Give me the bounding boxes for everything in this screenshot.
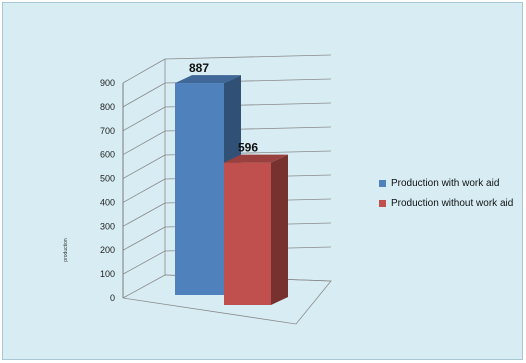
legend-label-without-work-aid: Production without work aid xyxy=(391,197,514,209)
y-tick-label-700: 700 xyxy=(100,126,115,136)
legend: Production with work aid Production with… xyxy=(379,173,513,213)
legend-entry-with-work-aid: Production with work aid xyxy=(379,173,513,193)
bar-front-0 xyxy=(175,83,224,295)
bar-side-1 xyxy=(271,154,288,305)
legend-entry-without-work-aid: Production without work aid xyxy=(379,193,513,213)
y-tick-label-900: 900 xyxy=(100,78,115,88)
gridline-side-200 xyxy=(122,226,166,251)
chart-plot: 0 100 200 300 400 500 600 700 800 900 production 88… xyxy=(63,54,332,325)
bar-top-0 xyxy=(175,75,241,84)
y-tick-label-100: 100 xyxy=(100,269,115,279)
y-tick-label-0: 0 xyxy=(110,293,115,303)
gridline-side-700 xyxy=(122,106,166,132)
data-label-0: 887 xyxy=(189,61,209,75)
y-tick-label-400: 400 xyxy=(100,197,115,207)
gridline-side-600 xyxy=(122,130,166,156)
legend-label-with-work-aid: Production with work aid xyxy=(391,177,500,189)
gridline-side-800 xyxy=(122,82,166,108)
y-tick-label-300: 300 xyxy=(100,221,115,231)
y-tick-label-200: 200 xyxy=(100,245,115,255)
gridline-side-300 xyxy=(122,202,166,227)
legend-swatch-blue xyxy=(379,179,386,187)
y-tick-label-500: 500 xyxy=(100,174,115,184)
gridline-side-0 xyxy=(122,274,166,299)
gridline-back-900 xyxy=(164,54,332,60)
bar-front-1 xyxy=(224,162,271,305)
data-label-1: 596 xyxy=(238,141,258,155)
bar-top-1 xyxy=(224,154,288,163)
chart-area: 0 100 200 300 400 500 600 700 800 900 production 88… xyxy=(2,2,523,360)
y-tick-label-800: 800 xyxy=(100,102,115,112)
gridline-side-900 xyxy=(122,58,166,84)
y-axis-label: production xyxy=(63,238,69,262)
legend-swatch-red xyxy=(379,199,386,207)
gridline-side-500 xyxy=(122,154,166,179)
y-tick-label-600: 600 xyxy=(100,150,115,160)
gridline-side-400 xyxy=(122,178,166,203)
gridline-side-100 xyxy=(122,250,166,275)
